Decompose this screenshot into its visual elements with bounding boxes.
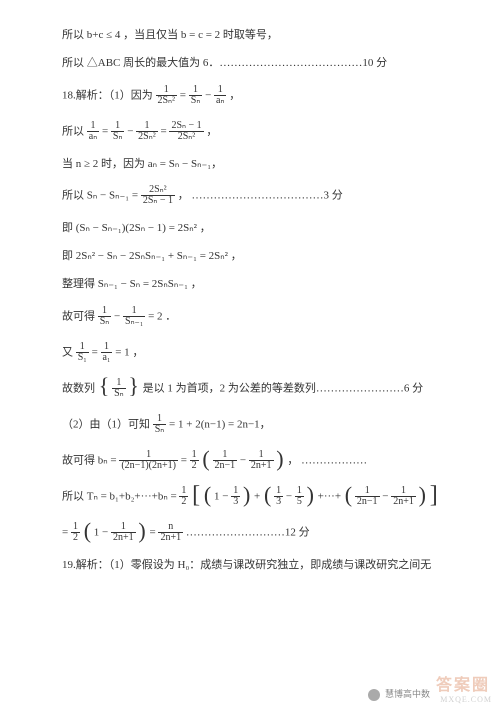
text: （2）由（1）可知 — [62, 418, 153, 430]
text-line-16: = 12 1 − 12n+1 = n2n+1 ………………………12 分 — [62, 522, 450, 544]
op: − — [205, 89, 214, 101]
fraction: 12n+1 — [391, 486, 416, 508]
text-line-6: 所以 Sₙ − Sₙ₋₁ = 2Sₙ²2Sₙ − 1 ， ……………………………… — [62, 185, 450, 207]
fraction: 2Sₙ − 12Sₙ² — [169, 121, 203, 143]
text: 18.解析：（1）因为 — [62, 89, 156, 101]
op: = — [160, 125, 169, 137]
op: − — [127, 125, 136, 137]
text: 又 — [62, 346, 76, 358]
fraction: 1S₁ — [76, 342, 89, 364]
fraction: 12n+1 — [111, 522, 136, 544]
fraction: 12n+1 — [249, 450, 274, 472]
text: 所以 — [62, 125, 87, 137]
fraction: 1a₁ — [101, 342, 113, 364]
text: 所以 △ABC 周长的最大值为 6． — [62, 57, 219, 69]
text: = 1 + 2(n−1) = 2n−1， — [169, 418, 271, 430]
fraction: 13 — [274, 486, 283, 508]
text-line-3: 18.解析：（1）因为 12Sₙ² = 1Sₙ − 1aₙ ， — [62, 85, 450, 107]
text-line-4: 所以 1aₙ = 1Sₙ − 12Sₙ² = 2Sₙ − 12Sₙ² ， — [62, 121, 450, 143]
text: 所以 — [62, 189, 87, 201]
fraction: 12 — [190, 450, 199, 472]
op: = — [181, 454, 190, 466]
op: − — [286, 490, 295, 502]
fraction: 2Sₙ²2Sₙ − 1 — [141, 185, 175, 207]
score-marker: ……………………6 分 — [316, 382, 423, 394]
text-line-2: 所以 △ABC 周长的最大值为 6．…………………………………10 分 — [62, 56, 450, 70]
text: ． — [165, 310, 176, 322]
op: +···+ — [318, 490, 344, 502]
text: ， — [206, 125, 217, 137]
footer-text: 慧博高中数 — [385, 689, 430, 699]
fraction: 12n−1 — [355, 486, 380, 508]
text-line-13: （2）由（1）可知 1Sₙ = 1 + 2(n−1) = 2n−1， — [62, 414, 450, 436]
op: − — [240, 454, 249, 466]
text-line-12: 故数列 1Sₙ 是以 1 为首项，2 为公差的等差数列……………………6 分 — [62, 378, 450, 400]
fraction: 1Sₙ — [111, 121, 125, 143]
text: ， — [287, 454, 298, 466]
score-marker: …………………………………10 分 — [219, 57, 387, 69]
fraction: 1Sₙ — [189, 85, 203, 107]
op: = — [92, 346, 101, 358]
fraction: 12 — [71, 522, 80, 544]
op: = — [149, 526, 158, 538]
fraction: 1(2n−1)(2n+1) — [119, 450, 178, 472]
op: = 2 — [148, 310, 162, 322]
op: = — [180, 89, 189, 101]
score-marker: ………………………12 分 — [186, 526, 310, 538]
expr: Sₙ − Sₙ₋₁ = — [87, 189, 141, 201]
op: + — [254, 490, 263, 502]
wechat-icon — [368, 689, 380, 701]
fraction: 1aₙ — [87, 121, 99, 143]
footer: 慧博高中数 — [368, 689, 430, 701]
text: 是以 1 为首项，2 为公差的等差数列 — [143, 382, 316, 394]
text: = — [62, 526, 71, 538]
text-line-15: 所以 Tₙ = b₁+b₂+···+bₙ = 12 1 − 13 + 13 − … — [62, 486, 450, 508]
text: 所以 Tₙ = b₁+b₂+···+bₙ = — [62, 490, 179, 502]
fraction: 13 — [231, 486, 240, 508]
paren: 12n−1 − 12n+1 — [201, 450, 284, 472]
text-line-5: 当 n ≥ 2 时，因为 aₙ = Sₙ − Sₙ₋₁， — [62, 157, 450, 171]
fraction: 1Sₙ — [153, 414, 167, 436]
text-line-1: 所以 b+c ≤ 4 ，当且仅当 b = c = 2 时取等号， — [62, 28, 450, 42]
score-marker: ……………… — [301, 454, 367, 466]
text: 故可得 — [62, 310, 98, 322]
braces: 1Sₙ — [98, 378, 140, 400]
text: 故可得 bₙ = — [62, 454, 119, 466]
fraction: 12 — [179, 486, 188, 508]
op: = 1 — [115, 346, 129, 358]
fraction: 1aₙ — [214, 85, 226, 107]
op: = — [102, 125, 111, 137]
score-marker: ………………………………3 分 — [192, 189, 343, 201]
paren: 1 − 13 — [203, 486, 251, 508]
text-line-7: 即 (Sₙ − Sₙ₋₁)(2Sₙ − 1) = 2Sₙ² ， — [62, 221, 450, 235]
watermark-sub: MXQE.COM — [440, 695, 492, 705]
fraction: 1Sₙ — [98, 306, 112, 328]
text-line-14: 故可得 bₙ = 1(2n−1)(2n+1) = 12 12n−1 − 12n+… — [62, 450, 450, 472]
fraction: 1Sₙ₋₁ — [123, 306, 145, 328]
text-line-17: 19.解析：（1）零假设为 H₀：成绩与课改研究独立，即成绩与课改研究之间无 — [62, 558, 450, 572]
num: 1 − — [214, 490, 231, 502]
text-line-9: 整理得 Sₙ₋₁ − Sₙ = 2SₙSₙ₋₁ ， — [62, 277, 450, 291]
fraction: n2n+1 — [158, 522, 183, 544]
fraction: 15 — [295, 486, 304, 508]
fraction: 1Sₙ — [112, 378, 126, 400]
text: ， — [229, 89, 240, 101]
text: ， — [178, 189, 189, 201]
text: 故数列 — [62, 382, 98, 394]
op: − — [114, 310, 123, 322]
text-line-8: 即 2Sₙ² − Sₙ − 2SₙSₙ₋₁ + Sₙ₋₁ = 2Sₙ² ， — [62, 249, 450, 263]
paren: 1 − 12n+1 — [83, 522, 147, 544]
paren: 13 − 15 — [263, 486, 315, 508]
fraction: 12Sₙ² — [156, 85, 178, 107]
op: − — [382, 490, 391, 502]
text: ， — [132, 346, 143, 358]
paren: 12n−1 − 12n+1 — [344, 486, 427, 508]
text-line-10: 故可得 1Sₙ − 1Sₙ₋₁ = 2 ． — [62, 306, 450, 328]
num: 1 − — [94, 526, 111, 538]
text-line-11: 又 1S₁ = 1a₁ = 1 ， — [62, 342, 450, 364]
brackets: 1 − 13 + 13 − 15 +···+ 12n−1 − 12n+1 — [191, 486, 439, 508]
fraction: 12Sₙ² — [136, 121, 158, 143]
fraction: 12n−1 — [213, 450, 238, 472]
